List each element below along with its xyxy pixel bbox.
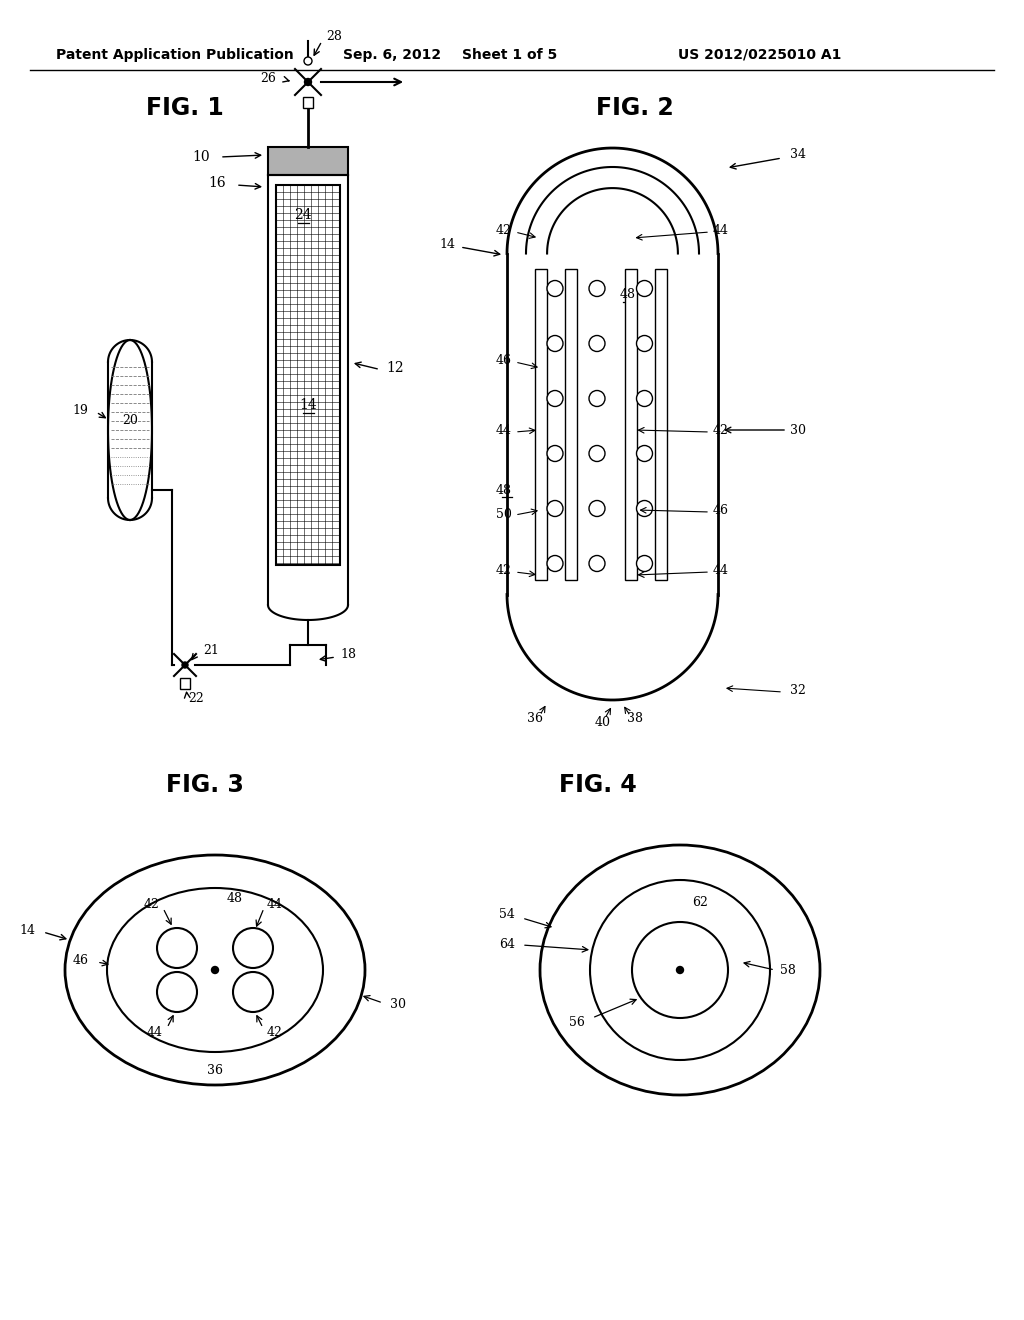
Bar	[303, 96, 313, 108]
Circle shape	[589, 335, 605, 351]
Circle shape	[589, 281, 605, 297]
Circle shape	[637, 500, 652, 516]
Text: 10: 10	[193, 150, 210, 164]
Circle shape	[157, 928, 197, 968]
Circle shape	[589, 391, 605, 407]
Text: 44: 44	[713, 564, 729, 577]
Circle shape	[212, 966, 218, 974]
Circle shape	[589, 446, 605, 462]
Text: 44: 44	[147, 1026, 163, 1039]
Circle shape	[637, 556, 652, 572]
Text: 46: 46	[713, 503, 729, 516]
Ellipse shape	[106, 888, 323, 1052]
Circle shape	[233, 972, 273, 1012]
Text: 42: 42	[144, 899, 160, 912]
Text: 34: 34	[790, 149, 806, 161]
Circle shape	[590, 880, 770, 1060]
Text: 38: 38	[627, 711, 642, 725]
Text: 58: 58	[780, 964, 796, 977]
Ellipse shape	[65, 855, 365, 1085]
Circle shape	[589, 556, 605, 572]
Text: 18: 18	[340, 648, 356, 661]
Text: 54: 54	[499, 908, 515, 921]
Text: 56: 56	[569, 1015, 585, 1028]
Text: 62: 62	[692, 895, 708, 908]
Text: Sheet 1 of 5: Sheet 1 of 5	[463, 48, 558, 62]
Text: 42: 42	[267, 1026, 283, 1039]
Text: 46: 46	[73, 953, 89, 966]
Bar	[535, 268, 547, 579]
Text: 42: 42	[496, 223, 512, 236]
Circle shape	[157, 972, 197, 1012]
Text: 30: 30	[790, 424, 806, 437]
Text: 48: 48	[496, 483, 512, 496]
Circle shape	[547, 391, 563, 407]
Circle shape	[233, 928, 273, 968]
Text: 12: 12	[386, 360, 403, 375]
Circle shape	[637, 446, 652, 462]
Circle shape	[547, 335, 563, 351]
Text: 64: 64	[499, 939, 515, 952]
Text: FIG. 2: FIG. 2	[596, 96, 674, 120]
Circle shape	[547, 500, 563, 516]
Bar	[276, 185, 340, 565]
Bar	[180, 678, 190, 689]
Bar	[654, 268, 667, 579]
Circle shape	[182, 663, 188, 668]
Bar	[268, 147, 348, 176]
Text: 40: 40	[595, 715, 610, 729]
Circle shape	[637, 391, 652, 407]
Circle shape	[304, 78, 311, 86]
Text: 48: 48	[227, 891, 243, 904]
Bar	[625, 268, 637, 579]
Text: 44: 44	[713, 223, 729, 236]
Text: 21: 21	[203, 644, 219, 656]
Text: 36: 36	[207, 1064, 223, 1077]
Text: FIG. 4: FIG. 4	[559, 774, 637, 797]
Text: Patent Application Publication: Patent Application Publication	[56, 48, 294, 62]
Text: 26: 26	[260, 73, 276, 86]
Circle shape	[547, 281, 563, 297]
Text: 30: 30	[390, 998, 406, 1011]
Text: 16: 16	[208, 176, 226, 190]
Bar	[565, 268, 577, 579]
Text: 20: 20	[122, 413, 138, 426]
Circle shape	[547, 446, 563, 462]
Text: 60: 60	[692, 944, 708, 957]
Text: FIG. 3: FIG. 3	[166, 774, 244, 797]
Text: 48: 48	[620, 289, 636, 301]
Text: 36: 36	[527, 711, 543, 725]
Text: 28: 28	[326, 30, 342, 44]
Circle shape	[589, 500, 605, 516]
Text: 46: 46	[496, 354, 512, 367]
Circle shape	[632, 921, 728, 1018]
Circle shape	[304, 57, 312, 65]
Ellipse shape	[540, 845, 820, 1096]
Circle shape	[637, 281, 652, 297]
Text: 24: 24	[294, 209, 312, 222]
Text: FIG. 1: FIG. 1	[146, 96, 224, 120]
Text: 42: 42	[496, 564, 512, 577]
Text: US 2012/0225010 A1: US 2012/0225010 A1	[678, 48, 842, 62]
Text: Sep. 6, 2012: Sep. 6, 2012	[343, 48, 441, 62]
Text: 14: 14	[299, 399, 316, 412]
Text: 42: 42	[713, 424, 729, 437]
Text: 44: 44	[496, 424, 512, 437]
Text: 19: 19	[72, 404, 88, 417]
Text: 14: 14	[439, 239, 455, 252]
Circle shape	[637, 335, 652, 351]
Text: 32: 32	[790, 684, 806, 697]
Circle shape	[677, 966, 683, 974]
Text: 50: 50	[496, 508, 512, 521]
Text: 14: 14	[19, 924, 35, 936]
Circle shape	[547, 556, 563, 572]
Text: 22: 22	[188, 692, 204, 705]
Text: 44: 44	[267, 899, 283, 912]
